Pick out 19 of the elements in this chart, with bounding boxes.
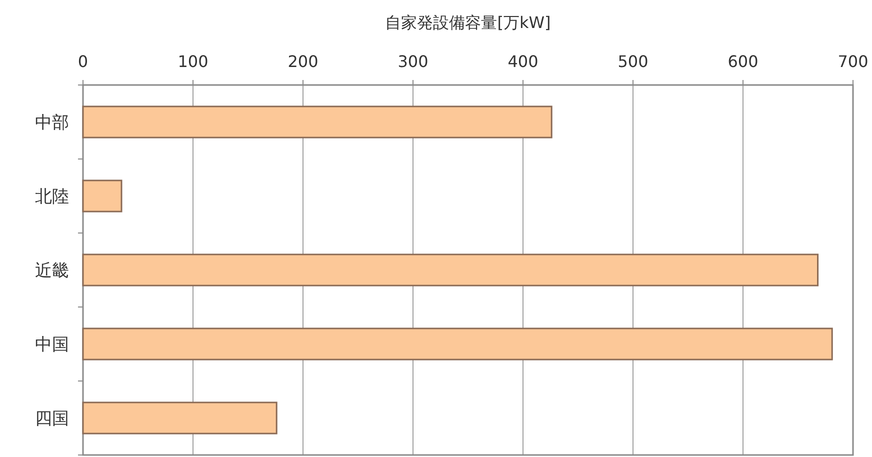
- x-tick-label: 100: [178, 52, 208, 71]
- y-tick-label: 北陸: [35, 187, 69, 207]
- x-tick-label: 200: [288, 52, 318, 71]
- bar: [82, 254, 819, 286]
- y-tick-label: 近畿: [35, 261, 69, 281]
- bar: [82, 180, 122, 212]
- y-tick-label: 中国: [35, 335, 69, 355]
- x-tick-label: 700: [838, 52, 868, 71]
- y-tick-label: 中部: [35, 113, 69, 133]
- bar: [82, 106, 552, 138]
- x-tick-label: 0: [78, 52, 88, 71]
- x-tick-label: 400: [508, 52, 538, 71]
- x-tick-label: 600: [728, 52, 758, 71]
- x-tick-label: 300: [398, 52, 428, 71]
- bar: [82, 402, 278, 434]
- x-axis-title: 自家発設備容量[万kW]: [385, 13, 551, 32]
- x-tick-label: 500: [618, 52, 648, 71]
- bar: [82, 328, 833, 360]
- y-tick-label: 四国: [35, 409, 69, 429]
